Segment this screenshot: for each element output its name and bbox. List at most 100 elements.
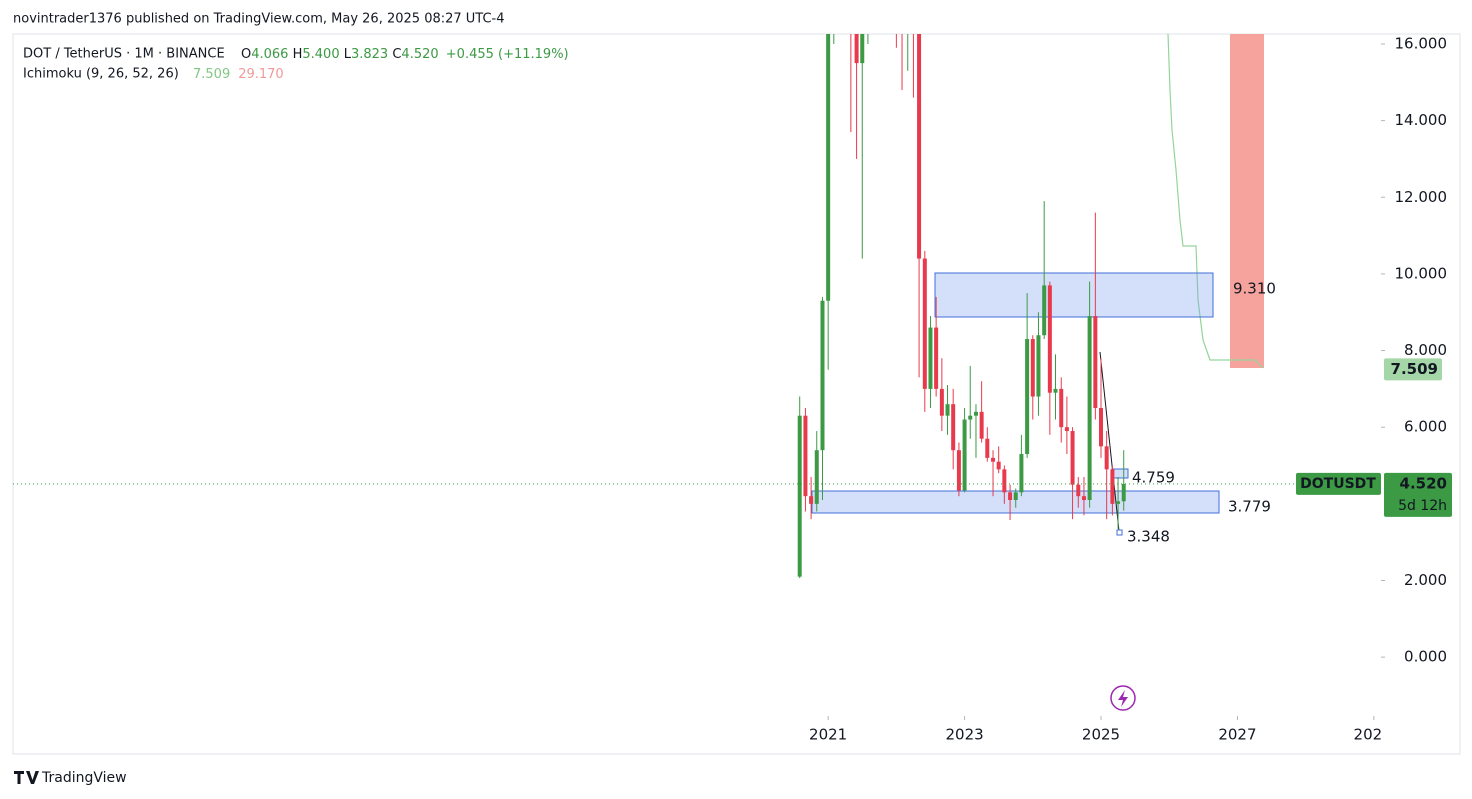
candle-body [1099, 408, 1104, 447]
annotation: 4.759 [1132, 469, 1175, 487]
candle-body [1047, 285, 1052, 393]
last-price: 4.520 [1400, 474, 1447, 492]
indicator-price: 7.509 [1391, 360, 1438, 378]
candle-body [979, 411, 984, 439]
indicator-price-box [1384, 358, 1442, 381]
y-tick-label: 16.000 [1395, 34, 1448, 52]
logo-mark [14, 771, 39, 784]
candle-body [1093, 316, 1098, 409]
candle-body [860, 34, 865, 64]
candle-body [991, 457, 996, 462]
y-tick-label: 14.000 [1395, 111, 1448, 129]
x-tick-label: 2025 [1082, 726, 1120, 744]
indicator-name: Ichimoku (9, 26, 52, 26) [23, 67, 179, 82]
event-icon-bolt [1118, 690, 1128, 707]
zone [934, 272, 1214, 318]
candle-body [996, 461, 1001, 470]
candle-body [1013, 492, 1018, 501]
ohlc-legend: O4.066 H5.400 L3.823 C4.520 +0.455 (+11.… [241, 47, 569, 62]
candle-body [1002, 469, 1007, 493]
indicator-value: 29.170 [238, 67, 284, 82]
candle-body [809, 496, 814, 504]
candle-body [1116, 501, 1121, 504]
annotation: 3.779 [1228, 498, 1271, 516]
candle-body [832, 0, 836, 6]
candles [797, 0, 1126, 579]
y-tick-label: 2.000 [1404, 571, 1447, 589]
candle-body [968, 415, 973, 420]
published-line: novintrader1376 published on TradingView… [13, 12, 505, 27]
y-tick-label: 10.000 [1395, 264, 1448, 282]
ohlc-key: C [392, 47, 401, 62]
y-tick-label: 12.000 [1395, 188, 1448, 206]
candle-body [962, 419, 967, 491]
ohlc-key: L [344, 47, 352, 62]
countdown: 5d 12h [1398, 498, 1447, 514]
ichimoku-cloud [1230, 34, 1264, 368]
candle-body [951, 404, 956, 451]
x-tick-label: 2023 [945, 726, 983, 744]
trend-line [1099, 351, 1120, 532]
price-box [1384, 472, 1452, 517]
change: +0.455 (+11.19%) [446, 47, 569, 62]
ohlc-key: O [241, 47, 251, 62]
candle-body [1042, 285, 1047, 336]
candle-body [1104, 446, 1109, 470]
logo-text: TradingView [41, 770, 127, 786]
candle-body [1121, 483, 1126, 502]
chart-frame [12, 33, 1461, 755]
candle-body [945, 404, 950, 416]
ohlc-value: 4.520 [401, 47, 438, 62]
candle-body [985, 438, 990, 458]
candle-body [1110, 469, 1115, 504]
candle-body [1025, 339, 1030, 455]
ohlc-value: 5.400 [302, 47, 339, 62]
annotation: 9.310 [1233, 280, 1276, 298]
candle-body [956, 450, 961, 491]
anchor [1116, 529, 1123, 536]
candle-body [922, 258, 927, 389]
candle-body [1087, 316, 1092, 501]
ichimoku [1167, 34, 1264, 369]
candle-body [1059, 388, 1064, 428]
x-tick-label: 2021 [809, 726, 847, 744]
candle-body [939, 388, 944, 416]
ticker: DOTUSDT [1300, 476, 1376, 492]
candle-body [1081, 496, 1086, 501]
candle-body [854, 34, 859, 64]
ohlc-value: 4.066 [251, 47, 288, 62]
candle-body [1064, 427, 1069, 432]
x-tick-label: 202 [1354, 726, 1383, 744]
annotation: 3.348 [1127, 528, 1170, 546]
y-tick-label: 8.000 [1404, 341, 1447, 359]
candle-body [803, 415, 808, 497]
candle-body [1036, 335, 1041, 397]
candle-body [1070, 431, 1075, 485]
candle-body [911, 0, 915, 25]
indicator-values: 7.509 29.170 [193, 67, 284, 82]
candle-body [1030, 339, 1035, 397]
indicator-value: 7.509 [193, 67, 230, 82]
candle-body [917, 34, 922, 259]
candle-body [1019, 454, 1024, 493]
ichimoku-line [1167, 34, 1264, 369]
candle-body [814, 450, 819, 504]
y-tick-label: 0.000 [1404, 648, 1447, 666]
symbol: DOT / TetherUS · 1M · BINANCE [23, 47, 225, 62]
ohlc-value: 3.823 [351, 47, 388, 62]
candle-body [928, 327, 933, 389]
ticker-box [1296, 472, 1381, 495]
candle-body [826, 34, 831, 301]
zone [1111, 468, 1129, 479]
candle-body [973, 411, 978, 416]
candle-body [1008, 492, 1013, 501]
y-tick-label: 6.000 [1404, 418, 1447, 436]
ohlc-key: H [293, 47, 303, 62]
candle-body [820, 300, 825, 451]
x-tick-label: 2027 [1218, 726, 1256, 744]
candle-body [1076, 484, 1081, 497]
candle-body [797, 415, 802, 577]
candle-body [1053, 388, 1058, 393]
